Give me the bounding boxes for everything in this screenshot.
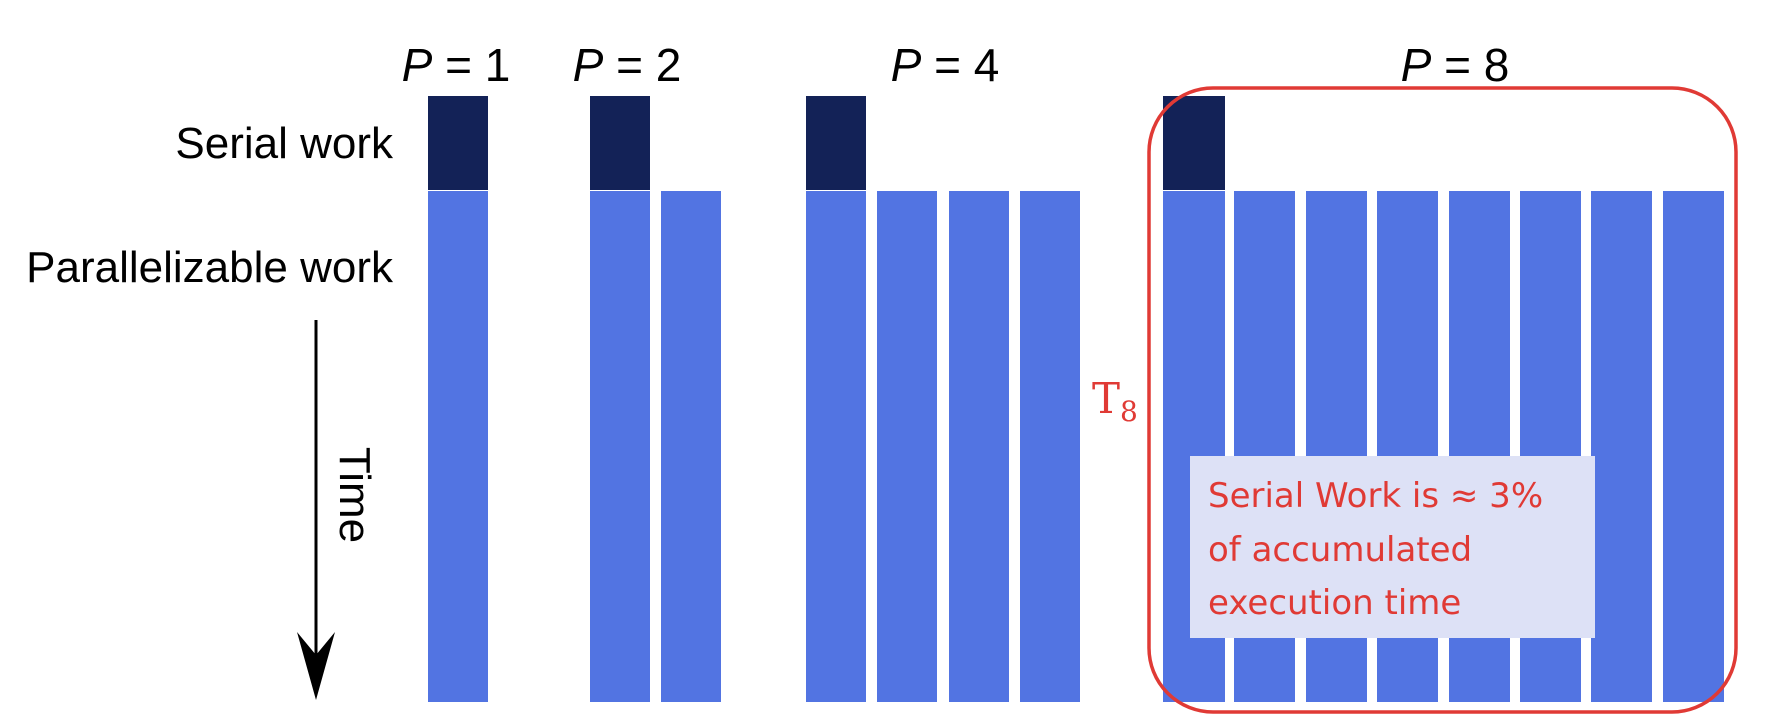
group-label-p8-eq: = — [1431, 39, 1483, 91]
group-label-p4-var: P — [891, 39, 922, 91]
group-label-p1-value: 1 — [485, 39, 511, 91]
time-t8-subscript: 8 — [1120, 395, 1138, 428]
parallel-column-p4-4 — [1020, 191, 1080, 702]
time-arrow — [297, 320, 335, 700]
serial-fraction-note-line-2: of accumulated — [1208, 530, 1472, 570]
parallel-column-p1-1 — [428, 191, 488, 702]
time-label: Time — [330, 447, 379, 543]
time-arrowhead-icon — [297, 632, 335, 700]
serial-fraction-note-box — [1190, 456, 1595, 638]
serial-work-label: Serial work — [175, 119, 394, 168]
parallel-column-p4-1 — [806, 191, 866, 702]
parallel-column-p8-7 — [1591, 191, 1652, 702]
group-label-p8: P = 8 — [1401, 39, 1510, 91]
group-label-p1-eq: = — [432, 39, 484, 91]
serial-block-p1 — [428, 96, 488, 190]
serial-fraction-note-line-1: Serial Work is ≈ 3% — [1208, 476, 1543, 516]
group-label-p2: P = 2 — [573, 39, 682, 91]
serial-block-p4 — [806, 96, 866, 190]
group-label-p8-value: 8 — [1484, 39, 1510, 91]
group-label-p1: P = 1 — [402, 39, 511, 91]
parallelizable-work-label: Parallelizable work — [26, 243, 394, 292]
group-label-p2-var: P — [573, 39, 604, 91]
serial-block-p8 — [1163, 96, 1225, 190]
parallel-column-p4-2 — [877, 191, 937, 702]
serial-fraction-note-line-3: execution time — [1208, 583, 1461, 623]
parallel-column-p2-2 — [661, 191, 721, 702]
parallel-column-p8-8 — [1663, 191, 1724, 702]
parallel-column-p4-3 — [949, 191, 1009, 702]
serial-block-p2 — [590, 96, 650, 190]
group-label-p2-value: 2 — [656, 39, 682, 91]
group-label-p4: P = 4 — [891, 39, 1000, 91]
group-label-p1-var: P — [402, 39, 433, 91]
time-t8-symbol: T — [1092, 374, 1120, 423]
group-label-p8-var: P — [1401, 39, 1432, 91]
group-label-p4-eq: = — [921, 39, 973, 91]
time-t8-label: T8 — [1092, 374, 1138, 428]
highlight-box-p8 — [1147, 86, 1738, 714]
parallel-column-p2-1 — [590, 191, 650, 702]
group-label-p4-value: 4 — [974, 39, 1000, 91]
group-label-p2-eq: = — [603, 39, 655, 91]
